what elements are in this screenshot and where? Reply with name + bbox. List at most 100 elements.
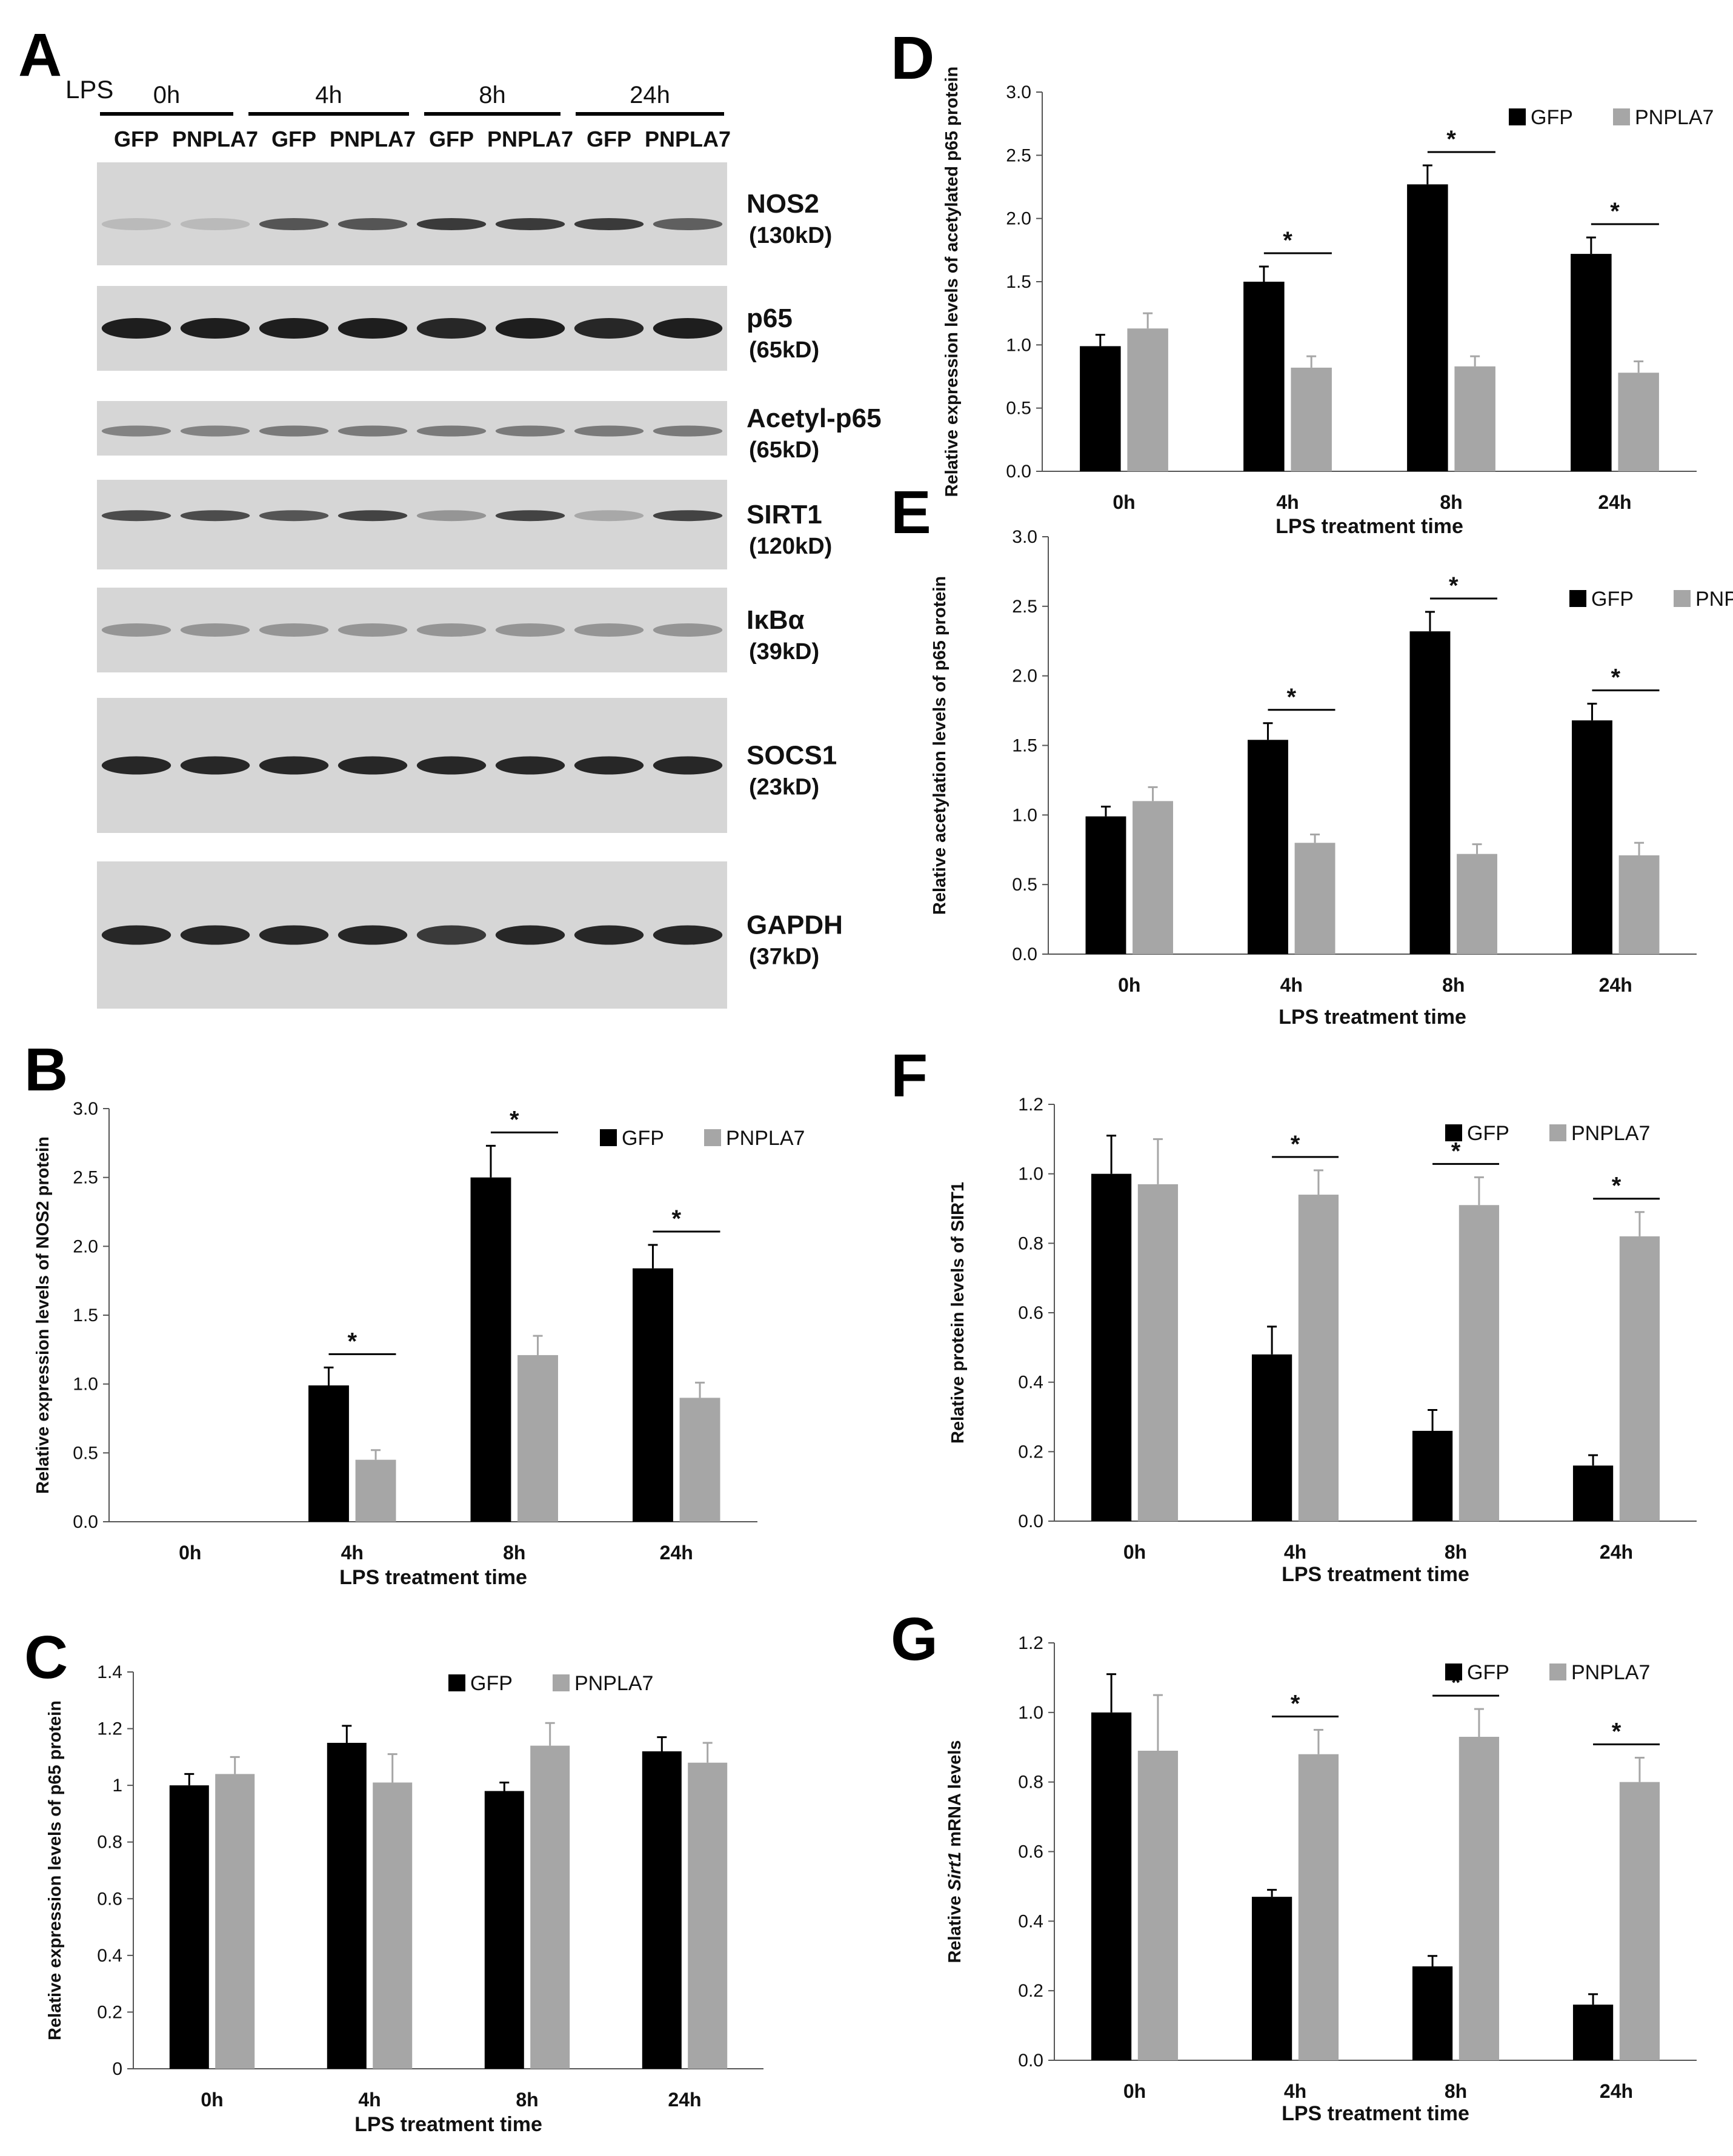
y-tick-label: 2.0 — [1012, 666, 1037, 686]
y-axis-label: Relative protein levels of SIRT1 — [948, 1182, 968, 1444]
bar-gfp-0h — [1080, 346, 1121, 471]
nos2-chart: B 0.0 0.5 1.0 1.5 2.0 2.5 3.0 0h 4h * 8h * 24h * LPS tr… — [24, 1036, 805, 1589]
bar-gfp-4h — [327, 1742, 367, 2069]
significance-star: * — [1610, 198, 1620, 225]
y-tick-label: 1.0 — [1018, 1164, 1043, 1184]
bar-gfp-4h — [1251, 1897, 1292, 2060]
x-tick-label-24h: 24h — [1600, 2080, 1633, 2102]
blot-lane-label-pnpla7: PNPLA7 — [172, 127, 258, 151]
blot-band — [416, 510, 487, 522]
blot-band — [416, 756, 487, 775]
blot-row-socs1 — [97, 698, 727, 833]
x-tick-label-0h: 0h — [1118, 974, 1140, 996]
blot-band — [338, 218, 408, 230]
bar-gfp-24h — [1571, 254, 1612, 471]
bar-pnpla7-8h — [1454, 366, 1495, 471]
blot-band — [495, 318, 565, 339]
blot-band — [495, 425, 565, 437]
panel-label-g: G — [891, 1605, 938, 1673]
acetylated-p65-chart: D 0.0 0.5 1.0 1.5 2.0 2.5 3.0 0h 4h * 8h * 24h * LPS tr… — [891, 24, 1714, 538]
legend-label-pnpla7: PNPLA7 — [574, 1672, 653, 1695]
bar-pnpla7-8h — [1459, 1737, 1500, 2060]
legend-swatch-gfp — [1509, 108, 1526, 125]
significance-star: * — [671, 1206, 681, 1232]
x-tick-label-8h: 8h — [1445, 1541, 1467, 1563]
legend-label-pnpla7: PNPLA7 — [1695, 588, 1733, 611]
y-tick-label: 1.5 — [1006, 272, 1031, 292]
y-axis-label: Relative expression levels of p65 protei… — [45, 1700, 65, 2040]
bar-gfp-0h — [1085, 816, 1126, 954]
bar-pnpla7-8h — [1457, 854, 1497, 954]
sirt1-protein-chart: F 0.0 0.2 0.4 0.6 0.8 1.0 1.2 0h 4h * 8h * 24h * LPS tr… — [891, 1042, 1697, 1586]
blot-band — [653, 318, 723, 339]
legend-swatch-pnpla7 — [704, 1129, 721, 1146]
blot-band — [338, 318, 408, 339]
blot-band — [180, 510, 250, 522]
sirt1-mrna-chart: G0.00.20.40.60.81.01.20h 4h*8h*24h*LPS tr… — [891, 1605, 1697, 2125]
blot-band — [416, 425, 487, 437]
y-axis-label: Relative expression levels of acetylated… — [942, 67, 962, 497]
y-tick-label: 0.2 — [1018, 1981, 1043, 2001]
lps-label: LPS — [65, 75, 113, 104]
bar-pnpla7-24h — [1618, 373, 1659, 471]
blot-band — [653, 925, 723, 945]
bar-pnpla7-8h — [517, 1355, 558, 1522]
blot-band — [259, 510, 329, 522]
blot-band — [101, 218, 171, 230]
blot-row-i-b — [97, 588, 727, 672]
x-tick-label-8h: 8h — [516, 2089, 538, 2111]
blot-band — [259, 623, 329, 637]
y-tick-label: 0.0 — [1006, 462, 1031, 482]
blot-strip — [97, 588, 727, 672]
bar-pnpla7-4h — [1298, 1754, 1339, 2060]
x-tick-label-0h: 0h — [1123, 2080, 1146, 2102]
bar-pnpla7-8h — [530, 1745, 570, 2069]
bar-pnpla7-0h — [1137, 1750, 1179, 2060]
bar-gfp-4h — [1243, 282, 1285, 471]
x-tick-label-0h: 0h — [1113, 491, 1135, 513]
blot-band — [574, 623, 644, 637]
x-tick-label-8h: 8h — [1445, 2080, 1467, 2102]
bar-pnpla7-8h — [1459, 1205, 1500, 1521]
blot-band — [180, 623, 250, 637]
blot-band — [574, 218, 644, 230]
significance-star: * — [1291, 1131, 1300, 1158]
blot-band — [101, 510, 171, 522]
y-tick-label: 0.0 — [73, 1512, 98, 1532]
legend-swatch-gfp — [600, 1129, 617, 1146]
y-tick-label: 0.2 — [97, 2002, 122, 2022]
blot-band — [653, 510, 723, 522]
bar-pnpla7-4h — [1291, 367, 1332, 471]
blot-protein-label: GAPDH — [747, 910, 843, 940]
blot-band — [495, 925, 565, 945]
blot-row-acetyl-p65 — [97, 401, 727, 456]
bar-gfp-24h — [633, 1268, 673, 1522]
blot-band — [338, 425, 408, 437]
x-axis-label: LPS treatment time — [1282, 1563, 1469, 1586]
bar-pnpla7-24h — [679, 1398, 720, 1522]
significance-star: * — [347, 1328, 357, 1355]
blot-band — [416, 318, 487, 339]
bar-gfp-4h — [1248, 740, 1288, 954]
blot-band — [574, 425, 644, 437]
blot-lane-label-pnpla7: PNPLA7 — [487, 127, 573, 151]
x-tick-label-4h: 4h — [341, 1542, 364, 1564]
blot-timepoint-8h: 8h — [479, 82, 506, 108]
y-tick-label: 2.0 — [73, 1236, 98, 1256]
panel-label-c: C — [24, 1624, 68, 1691]
bar-gfp-4h — [308, 1385, 349, 1522]
blot-band — [101, 925, 171, 945]
x-tick-label-4h: 4h — [1284, 1541, 1306, 1563]
legend-label-gfp: GFP — [622, 1127, 664, 1150]
bar-pnpla7-24h — [1619, 1782, 1660, 2060]
blot-size-label: (130kD) — [749, 223, 832, 248]
x-tick-label-8h: 8h — [503, 1542, 525, 1564]
blot-lane-label-pnpla7: PNPLA7 — [330, 127, 416, 151]
y-tick-label: 0 — [112, 2059, 122, 2079]
p65-chart: C 0 0.2 0.4 0.6 0.8 1 1.2 1.4 0h 4h 8h 24h LPS treatm… — [24, 1624, 763, 2136]
legend-swatch-pnpla7 — [1549, 1663, 1566, 1680]
blot-band — [180, 756, 250, 775]
legend-label-pnpla7: PNPLA7 — [1571, 1661, 1650, 1684]
bar-pnpla7-0h — [1137, 1184, 1179, 1521]
